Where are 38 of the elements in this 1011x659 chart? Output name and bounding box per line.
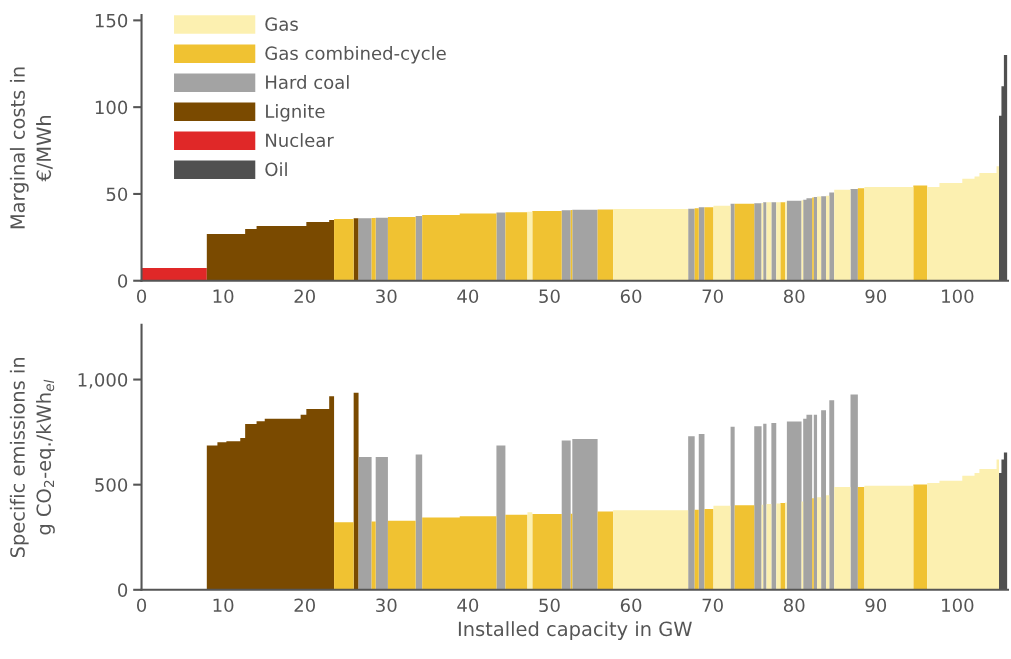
y-tick-label: 1,000 (78, 373, 128, 389)
x-tick-label: 0 (136, 598, 147, 613)
x-tick-label: 100 (942, 289, 974, 304)
y-tick-label: 100 (95, 100, 128, 115)
legend-label: Nuclear (266, 133, 334, 148)
x-tick-label: 20 (294, 598, 315, 613)
y-tick-label: 150 (95, 13, 128, 28)
y-tick-label: 0 (118, 274, 128, 288)
x-tick-label: 60 (620, 289, 642, 304)
x-tick-label: 10 (213, 598, 234, 613)
x-tick-label: 30 (376, 598, 397, 613)
x-tick-label: 40 (457, 598, 479, 613)
y-tick-label: 0 (118, 583, 128, 597)
x-tick-label: 60 (620, 598, 642, 613)
x-axis-title: Installed capacity in GW (458, 621, 692, 640)
x-tick-label: 100 (942, 598, 974, 613)
x-tick-label: 20 (294, 289, 315, 304)
x-tick-label: 10 (213, 289, 234, 304)
legend-label: Lignite (266, 104, 325, 122)
y-axis-title: Specific emissions in g CO$_{2}$-eq./kWh$_{el}$ (9, 357, 55, 558)
x-tick-label: 80 (783, 598, 805, 613)
y-axis-title: Marginal costs in €/MWh (9, 67, 53, 229)
x-tick-label: 50 (539, 289, 560, 304)
x-tick-label: 90 (865, 598, 887, 613)
y-tick-label: 50 (106, 187, 128, 202)
y-tick-label: 500 (95, 478, 128, 492)
x-tick-label: 40 (457, 289, 479, 304)
x-tick-label: 80 (783, 289, 805, 304)
legend-label: Oil (265, 162, 287, 177)
x-tick-label: 30 (376, 289, 397, 304)
x-tick-label: 70 (702, 598, 723, 613)
x-tick-label: 90 (865, 289, 887, 304)
x-tick-label: 0 (136, 289, 147, 304)
x-tick-label: 70 (702, 289, 723, 304)
x-tick-label: 50 (539, 598, 560, 613)
legend-label: Gas (265, 17, 298, 31)
legend-label: Hard coal (266, 75, 349, 90)
legend-label: Gas combined-cycle (265, 46, 446, 64)
